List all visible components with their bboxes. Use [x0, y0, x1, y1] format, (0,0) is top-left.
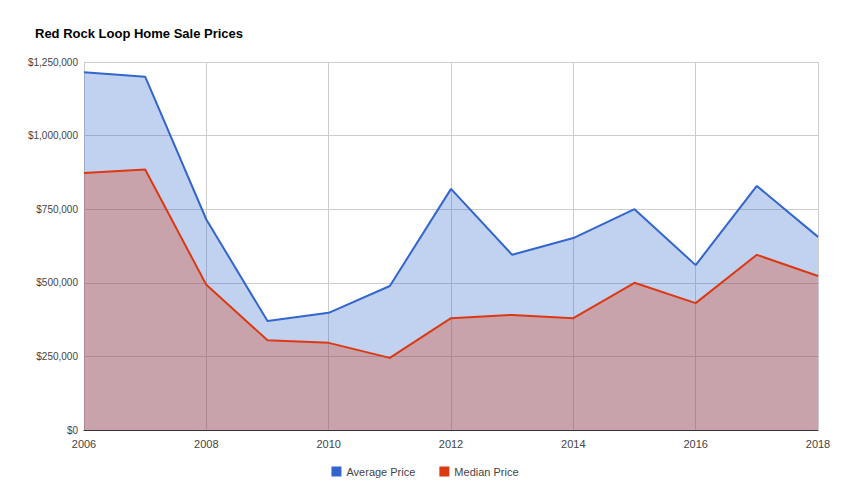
- svg-text:Red Rock Loop Home Sale Prices: Red Rock Loop Home Sale Prices: [35, 26, 243, 41]
- svg-text:2008: 2008: [194, 438, 218, 450]
- svg-text:$500,000: $500,000: [36, 277, 78, 288]
- svg-text:2010: 2010: [316, 438, 340, 450]
- svg-text:$750,000: $750,000: [36, 204, 78, 215]
- svg-text:Median Price: Median Price: [454, 466, 518, 478]
- svg-text:2018: 2018: [806, 438, 830, 450]
- svg-text:$250,000: $250,000: [36, 351, 78, 362]
- svg-text:$0: $0: [67, 425, 79, 436]
- svg-text:$1,250,000: $1,250,000: [28, 57, 78, 68]
- svg-text:2012: 2012: [439, 438, 463, 450]
- svg-text:2014: 2014: [561, 438, 585, 450]
- svg-text:2006: 2006: [72, 438, 96, 450]
- svg-text:2016: 2016: [683, 438, 707, 450]
- svg-text:$1,000,000: $1,000,000: [28, 130, 78, 141]
- svg-text:Average Price: Average Price: [346, 466, 415, 478]
